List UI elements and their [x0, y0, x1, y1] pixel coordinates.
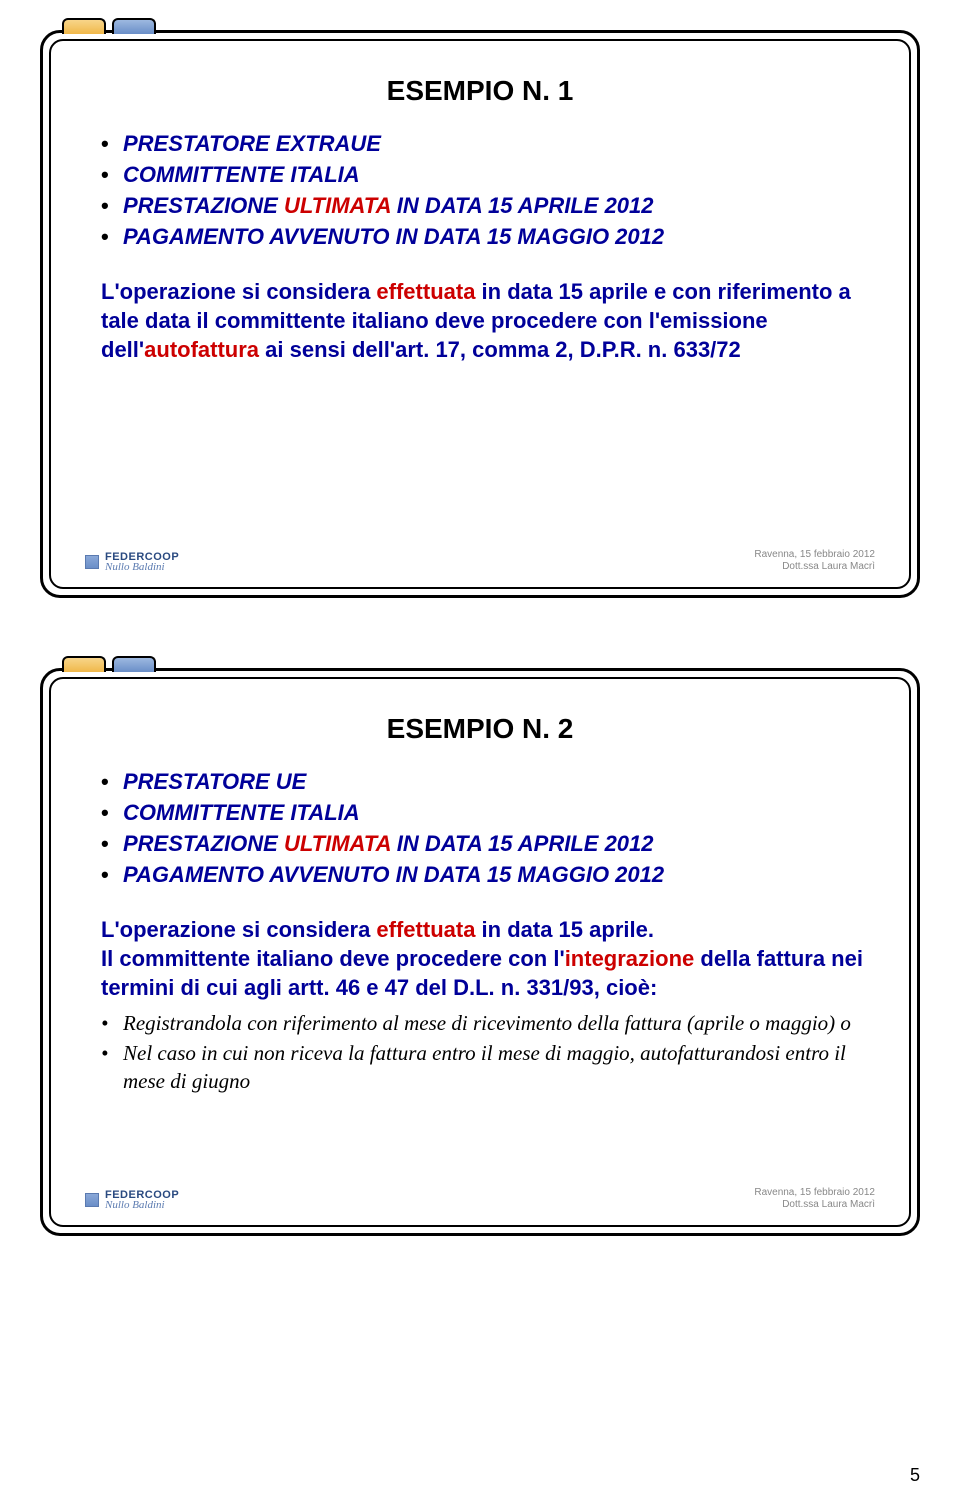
slide-frame-inner: ESEMPIO N. 1 PRESTATORE EXTRAUE COMMITTE… [49, 39, 911, 589]
list-item: COMMITTENTE ITALIA [101, 798, 869, 827]
text: IN DATA 15 APRILE 2012 [391, 831, 654, 856]
text-emphasis: effettuata [376, 279, 481, 304]
body-paragraph: L'operazione si considera effettuata in … [101, 277, 869, 364]
logo-icon [85, 555, 99, 569]
slide-1: ESEMPIO N. 1 PRESTATORE EXTRAUE COMMITTE… [40, 30, 920, 598]
slide-frame-inner: ESEMPIO N. 2 PRESTATORE UE COMMITTENTE I… [49, 677, 911, 1227]
text-emphasis: integrazione [565, 946, 701, 971]
footer-date: Ravenna, 15 febbraio 2012 [754, 1187, 875, 1199]
slide-footer: FEDERCOOP Nullo Baldini Ravenna, 15 febb… [85, 549, 875, 573]
list-item: PRESTAZIONE ULTIMATA IN DATA 15 APRILE 2… [101, 829, 869, 858]
footer-meta: Ravenna, 15 febbraio 2012 Dott.ssa Laura… [754, 549, 875, 573]
logo-icon [85, 1193, 99, 1207]
tab-decor [62, 656, 106, 672]
text: L'operazione si considera [101, 279, 376, 304]
text: IN DATA 15 APRILE 2012 [391, 193, 654, 218]
footer-author: Dott.ssa Laura Macrì [754, 1199, 875, 1211]
footer-author: Dott.ssa Laura Macrì [754, 561, 875, 573]
text: PRESTAZIONE [123, 831, 284, 856]
tab-decor [112, 656, 156, 672]
sub-bullet-list: Registrandola con riferimento al mese di… [101, 1010, 869, 1095]
list-item: Nel caso in cui non riceva la fattura en… [101, 1040, 869, 1095]
text-emphasis: effettuata [376, 917, 481, 942]
page-number: 5 [910, 1465, 920, 1486]
logo-text-block: FEDERCOOP Nullo Baldini [105, 1189, 179, 1211]
text-emphasis: ULTIMATA [284, 831, 391, 856]
footer-logo: FEDERCOOP Nullo Baldini [85, 1189, 179, 1211]
list-item: PRESTATORE EXTRAUE [101, 129, 869, 158]
slide-tabs [62, 656, 156, 672]
text: ai sensi dell'art. 17, comma 2, D.P.R. n… [265, 337, 741, 362]
slide-tabs [62, 18, 156, 34]
list-item: PRESTAZIONE ULTIMATA IN DATA 15 APRILE 2… [101, 191, 869, 220]
tab-decor [62, 18, 106, 34]
list-item: Registrandola con riferimento al mese di… [101, 1010, 869, 1038]
slide-frame-outer: ESEMPIO N. 2 PRESTATORE UE COMMITTENTE I… [40, 668, 920, 1236]
slide-2: ESEMPIO N. 2 PRESTATORE UE COMMITTENTE I… [40, 668, 920, 1236]
slide-frame-outer: ESEMPIO N. 1 PRESTATORE EXTRAUE COMMITTE… [40, 30, 920, 598]
text: Il committente italiano deve procedere c… [101, 946, 565, 971]
footer-logo: FEDERCOOP Nullo Baldini [85, 551, 179, 573]
text-emphasis: autofattura [144, 337, 265, 362]
bullet-list: PRESTATORE UE COMMITTENTE ITALIA PRESTAZ… [101, 767, 869, 889]
list-item: COMMITTENTE ITALIA [101, 160, 869, 189]
body-paragraph: L'operazione si considera effettuata in … [101, 915, 869, 1002]
slide-footer: FEDERCOOP Nullo Baldini Ravenna, 15 febb… [85, 1187, 875, 1211]
list-item: PAGAMENTO AVVENUTO IN DATA 15 MAGGIO 201… [101, 860, 869, 889]
slide-title: ESEMPIO N. 2 [91, 713, 869, 745]
text-emphasis: ULTIMATA [284, 193, 391, 218]
text: in data 15 aprile. [482, 917, 654, 942]
bullet-list: PRESTATORE EXTRAUE COMMITTENTE ITALIA PR… [101, 129, 869, 251]
footer-date: Ravenna, 15 febbraio 2012 [754, 549, 875, 561]
list-item: PRESTATORE UE [101, 767, 869, 796]
text: L'operazione si considera [101, 917, 376, 942]
text: PRESTAZIONE [123, 193, 284, 218]
list-item: PAGAMENTO AVVENUTO IN DATA 15 MAGGIO 201… [101, 222, 869, 251]
footer-meta: Ravenna, 15 febbraio 2012 Dott.ssa Laura… [754, 1187, 875, 1211]
slide-title: ESEMPIO N. 1 [91, 75, 869, 107]
tab-decor [112, 18, 156, 34]
logo-text-block: FEDERCOOP Nullo Baldini [105, 551, 179, 573]
